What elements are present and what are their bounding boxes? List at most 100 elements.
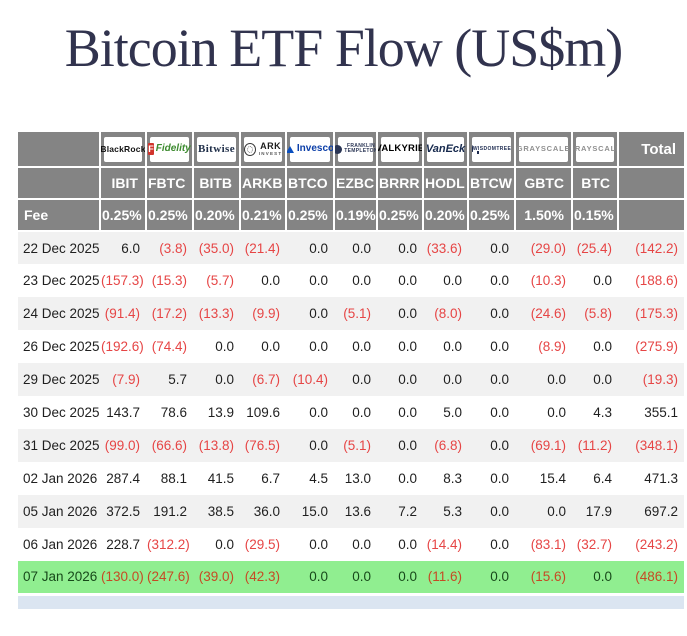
franklin-logo-line: FRANKLIN: [347, 143, 375, 149]
franklin-logo-text: FRANKLIN TEMPLETON: [344, 143, 377, 154]
wisdomtree-logo-line: WISDOMTREE: [472, 145, 512, 152]
flow-value-cell: 88.1: [160, 471, 187, 486]
flow-value-cell: (10.4): [286, 363, 334, 396]
flow-value-cell: (13.8): [193, 429, 240, 462]
flow-value-cell: (32.7): [576, 537, 612, 552]
flow-value-cell: 0.0: [468, 561, 515, 594]
flow-value-cell: 0.0: [377, 231, 423, 264]
flow-value-cell: (29.5): [244, 537, 280, 552]
flow-value-cell: 0.0: [352, 273, 371, 288]
total-value-cell: (188.6): [635, 273, 678, 288]
flow-value-cell: 109.6: [246, 405, 280, 420]
flow-value-cell: 0.0: [377, 363, 423, 396]
flow-value-cell: (5.1): [334, 297, 377, 330]
flow-value-cell: (29.0): [515, 231, 572, 264]
flow-value-cell: 5.0: [443, 405, 462, 420]
flow-value-cell: 0.0: [261, 273, 280, 288]
flow-value-cell: 0.0: [352, 339, 371, 354]
ark-ring-icon: [243, 142, 256, 156]
total-value-cell: (243.2): [635, 537, 678, 552]
flow-value-cell: 0.0: [398, 339, 417, 354]
fee-GBTC: 1.50%: [515, 199, 573, 232]
grayscale-logo-cell: GRAYSCALE: [515, 132, 573, 168]
date-cell: 23 Dec 2025: [23, 273, 100, 288]
fidelity-f-square-icon: F: [148, 143, 154, 155]
partial-cell: [423, 592, 468, 609]
flow-value-cell: (91.4): [100, 297, 146, 330]
wisdomtree-logo-text: WISDOMTREE: [472, 145, 512, 152]
vaneck-logo-text: VanEck: [425, 142, 466, 155]
invesco-triangle-icon: [286, 145, 294, 153]
partial-cell: [468, 592, 515, 609]
flow-value-cell: 0.0: [398, 471, 417, 486]
flow-value-cell: (15.3): [151, 273, 187, 288]
flow-value-cell: (5.8): [572, 297, 618, 330]
invesco-logo-cell: Invesco: [286, 132, 335, 168]
invesco-logo: Invesco: [286, 136, 332, 162]
etf-flow-table: BlackRock F Fidelity Bitwise ARK INVEST Invesc…: [18, 132, 684, 609]
flow-row: 06 Jan 2026 228.7 (312.2) 0.0 (29.5) 0.0 0.0 0.…: [18, 528, 684, 561]
blackrock-logo: BlackRock: [100, 136, 144, 162]
flow-row: 31 Dec 2025 (99.0) (66.6) (13.8) (76.5) 0.0 (5…: [18, 429, 684, 462]
flow-value-cell: 0.0: [286, 297, 334, 330]
flow-value-cell: 6.7: [261, 471, 280, 486]
invesco-logo-text: Invesco: [296, 143, 334, 154]
flow-value-cell: (14.4): [426, 537, 462, 552]
flow-value-cell: 0.0: [515, 363, 572, 396]
flow-value-cell: (33.6): [423, 231, 468, 264]
fee-BITB: 0.20%: [193, 199, 241, 232]
date-cell: 06 Jan 2026: [23, 537, 98, 552]
flow-value-cell: 0.0: [309, 339, 328, 354]
flow-value-cell: 143.7: [106, 405, 140, 420]
ticker-FBTC: FBTC: [146, 167, 194, 200]
grayscale-mini-logo-text: GRAYSCALE: [572, 144, 616, 154]
fidelity-logo: F Fidelity: [148, 136, 191, 162]
flow-value-cell: (6.8): [423, 429, 468, 462]
fee-BTCO: 0.25%: [286, 199, 335, 232]
ticker-BTCW: BTCW: [468, 167, 516, 200]
valkyrie-logo-cell: VALKYRIE: [377, 132, 424, 168]
fee-HODL: 0.20%: [423, 199, 469, 232]
grayscale-logo: GRAYSCALE: [517, 136, 570, 162]
flow-value-cell: 4.5: [309, 471, 328, 486]
vaneck-logo: VanEck: [425, 136, 466, 162]
total-value-cell: 355.1: [644, 405, 678, 420]
flow-value-cell: 15.0: [286, 495, 334, 528]
fidelity-logo-cell: F Fidelity: [146, 132, 194, 168]
date-column-header: [18, 132, 101, 168]
total-value-cell: (19.3): [618, 363, 684, 396]
flow-value-cell: 0.0: [377, 429, 423, 462]
ticker-IBIT: IBIT: [100, 167, 147, 200]
flow-value-cell: 0.0: [352, 405, 371, 420]
flow-row: 29 Dec 2025 (7.9) 5.7 0.0 (6.7) (10.4) 0.0 0.0 0…: [18, 363, 684, 396]
flow-value-cell: (83.1): [530, 537, 566, 552]
partial-cell: [515, 592, 572, 609]
flow-value-cell: (8.9): [538, 339, 566, 354]
fee-BTCW: 0.25%: [468, 199, 516, 232]
flow-value-cell: (247.6): [146, 561, 193, 594]
valkyrie-logo: VALKYRIE: [377, 136, 421, 162]
franklin-logo-line: TEMPLETON: [344, 148, 377, 154]
flow-value-cell: (42.3): [240, 561, 286, 594]
flow-value-cell: 0.0: [490, 405, 509, 420]
flow-value-cell: 13.6: [334, 495, 377, 528]
fee-IBIT: 0.25%: [100, 199, 147, 232]
flow-value-cell: 0.0: [377, 297, 423, 330]
flow-value-cell: 0.0: [334, 363, 377, 396]
flow-row: 23 Dec 2025 (157.3) (15.3) (5.7) 0.0 0.0 0.0 0.…: [18, 264, 684, 297]
flow-value-cell: 228.7: [106, 537, 140, 552]
valkyrie-logo-text: VALKYRIE: [377, 143, 423, 155]
flow-value-cell: 5.7: [146, 363, 193, 396]
flow-row: 05 Jan 2026 372.5 191.2 38.5 36.0 15.0 13.6 7.2…: [18, 495, 684, 528]
flow-value-cell: 0.0: [352, 537, 371, 552]
flow-value-cell: 0.0: [309, 273, 328, 288]
ark-logo-text: ARK INVEST: [259, 141, 282, 157]
flow-value-cell: (3.8): [146, 231, 193, 264]
flow-value-cell: 0.0: [490, 537, 509, 552]
flow-value-cell: 0.0: [468, 363, 515, 396]
flow-value-cell: 0.0: [515, 495, 572, 528]
date-cell: 07 Jan 2026: [18, 561, 100, 594]
total-value-cell: (486.1): [618, 561, 684, 594]
total-ticker-spacer: [618, 167, 684, 200]
flow-value-cell: (5.7): [206, 273, 234, 288]
